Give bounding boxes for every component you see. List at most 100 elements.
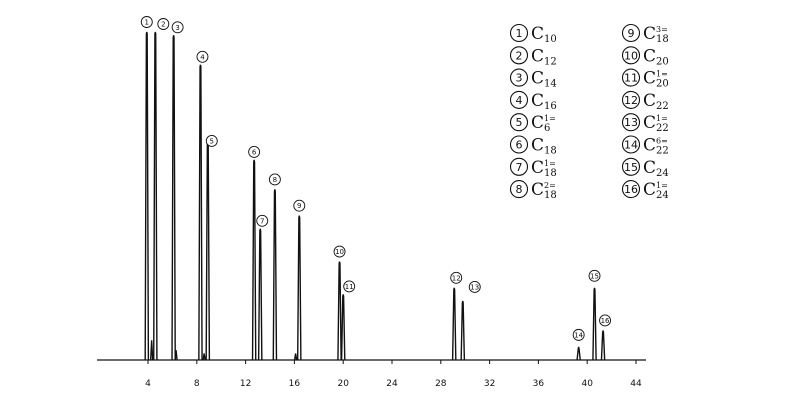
legend-letter: C: [643, 158, 656, 178]
legend-number: 10: [624, 49, 638, 62]
peak-label-number: 2: [161, 21, 165, 29]
peak-label-number: 1: [145, 19, 149, 27]
peak-label-circle: [256, 214, 269, 227]
x-tick-label: 36: [533, 379, 545, 389]
peak-label-8: 8: [268, 173, 281, 186]
legend-circle: [621, 135, 641, 154]
peak-6: [251, 159, 257, 361]
peak-label-number: 7: [260, 217, 264, 225]
peak-label-circle: [333, 245, 346, 258]
peak-label-7: 7: [256, 214, 269, 227]
x-tick-label: 20: [337, 379, 349, 389]
peak-label-number: 11: [345, 283, 354, 291]
legend-item-5: 5 C 61=: [509, 113, 556, 134]
minor-peak: [293, 353, 298, 361]
peak-16: [600, 330, 606, 361]
x-tick-label: 8: [194, 379, 200, 389]
x-tick-label: 28: [435, 379, 447, 389]
legend-number: 8: [516, 183, 523, 196]
peak-label-number: 15: [590, 272, 599, 280]
legend-item-1: 1 C 10: [509, 23, 557, 45]
peak-label-6: 6: [248, 145, 261, 158]
peak-label-circle: [572, 328, 585, 341]
peak-label-number: 6: [252, 148, 257, 156]
legend-item-2: 2 C 12: [509, 46, 557, 67]
x-tick-label: 4: [145, 379, 151, 389]
legend-circle: [621, 23, 641, 43]
peak-label-13: 13: [468, 281, 481, 293]
legend-circle: [621, 90, 641, 109]
legend-letter: C: [531, 180, 544, 200]
legend-number: 3: [516, 72, 523, 85]
peak-label-circle: [196, 50, 209, 63]
peak-label-circle: [248, 145, 261, 158]
peak-12: [451, 287, 457, 361]
peak-label-12: 12: [450, 271, 463, 284]
legend-subscript: 10: [544, 34, 557, 45]
peak-label-2: 2: [157, 18, 170, 30]
legend-item-14: 14 C 226=: [621, 135, 669, 157]
legend-superscript: 1=: [656, 70, 668, 79]
legend-number: 16: [624, 183, 638, 196]
legend-subscript: 22: [656, 123, 669, 134]
legend-subscript: 24: [656, 168, 669, 179]
x-tick-label: 32: [484, 379, 495, 389]
legend-letter: C: [643, 46, 656, 66]
peak-label-number: 14: [574, 331, 583, 339]
legend-subscript: 6: [544, 123, 550, 134]
peak-label-circle: [205, 135, 218, 147]
peak-label-number: 3: [175, 24, 179, 32]
legend-superscript: 2=: [544, 181, 556, 190]
legend-number: 14: [624, 139, 638, 152]
legend-subscript: 18: [544, 146, 557, 157]
legend: 1 C 102 C 123 C 144 C 165 C 61=6 C 187 C 181=8 C 182=9 C 1…: [509, 23, 669, 201]
legend-circle: [509, 23, 529, 43]
legend-item-4: 4 C 16: [509, 90, 557, 112]
legend-number: 6: [516, 139, 523, 152]
legend-circle: [509, 46, 529, 65]
legend-subscript: 24: [656, 190, 669, 201]
legend-subscript: 16: [544, 101, 557, 112]
legend-number: 4: [516, 94, 523, 107]
peak-label-number: 9: [297, 202, 301, 210]
legend-number: 7: [516, 161, 523, 174]
peak-8: [272, 189, 278, 361]
legend-subscript: 14: [544, 79, 557, 90]
peak-14: [576, 346, 581, 361]
legend-number: 11: [624, 72, 638, 85]
legend-circle: [621, 113, 641, 132]
peak-label-15: 15: [588, 269, 601, 282]
peak-label-10: 10: [333, 245, 346, 258]
peak-label-circle: [157, 18, 170, 30]
legend-number: 15: [624, 161, 638, 174]
legend-circle: [621, 180, 641, 199]
legend-item-11: 11 C 201=: [621, 68, 669, 90]
peak-label-14: 14: [572, 328, 585, 341]
legend-subscript: 18: [544, 168, 557, 179]
peak-label-circle: [268, 173, 281, 186]
legend-subscript: 18: [544, 190, 557, 201]
legend-letter: C: [643, 180, 656, 200]
legend-number: 2: [516, 49, 523, 62]
legend-circle: [509, 68, 529, 87]
legend-circle: [509, 180, 529, 199]
legend-subscript: 20: [656, 56, 669, 67]
legend-subscript: 22: [656, 101, 669, 112]
peak-label-circle: [293, 199, 306, 212]
legend-number: 5: [516, 116, 523, 129]
peak-9: [296, 215, 302, 361]
legend-letter: C: [531, 113, 544, 133]
peak-label-9: 9: [293, 199, 306, 212]
legend-letter: C: [531, 69, 544, 89]
peak-label-11: 11: [343, 280, 356, 293]
legend-item-9: 9 C 183=: [621, 23, 669, 45]
legend-letter: C: [643, 69, 656, 89]
peak-label-1: 1: [140, 16, 153, 28]
legend-superscript: 6=: [656, 137, 668, 146]
peak-label-number: 12: [452, 274, 461, 282]
legend-letter: C: [643, 91, 656, 111]
peak-3: [171, 35, 176, 361]
legend-item-6: 6 C 18: [509, 135, 557, 157]
